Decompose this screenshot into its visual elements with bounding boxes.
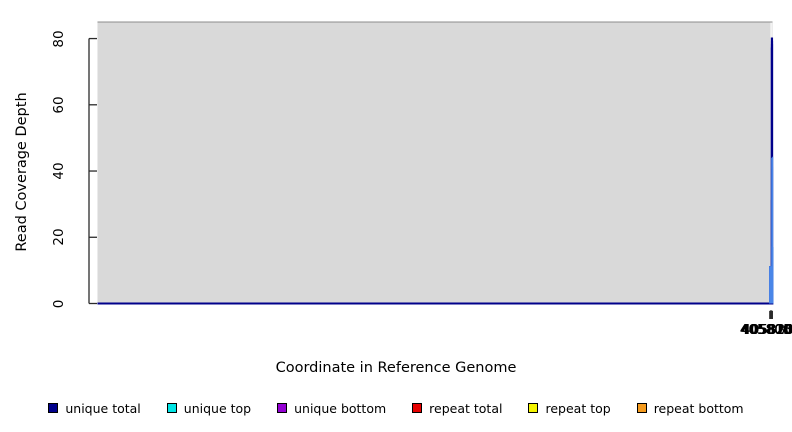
legend-item: unique top	[166, 400, 252, 416]
x-tick-label: 4058000	[739, 322, 792, 338]
y-tick-label: 60	[51, 96, 67, 114]
legend-label: unique total	[65, 400, 141, 416]
legend-item: unique total	[48, 400, 141, 416]
x-tick-label: 4058150	[741, 322, 792, 338]
x-tick-label: 4058200	[741, 322, 792, 338]
legend-label: repeat bottom	[653, 400, 744, 416]
legend-swatch-icon	[277, 403, 288, 413]
legend-swatch-icon	[528, 403, 539, 413]
x-tick-label: 4058100	[740, 322, 792, 338]
y-axis-title: Read Coverage Depth	[14, 92, 30, 252]
legend-item: unique bottom	[277, 401, 386, 416]
legend-item: repeat bottom	[636, 400, 744, 416]
legend-label: repeat total	[429, 400, 503, 416]
y-tick-label: 20	[51, 228, 67, 246]
legend-label: unique bottom	[294, 400, 387, 416]
legend-item: repeat total	[412, 401, 502, 416]
chart-legend: unique total unique top unique bottom repea…	[0, 398, 792, 418]
y-tick-label: 80	[51, 29, 67, 48]
legend-swatch-icon	[166, 403, 177, 413]
shaded-region	[97, 22, 771, 304]
legend-label: unique top	[183, 400, 252, 416]
x-tick-label: 4058050	[740, 322, 792, 338]
legend-swatch-icon	[412, 403, 423, 413]
legend-swatch-icon	[636, 403, 647, 413]
legend-label: repeat top	[545, 400, 611, 416]
y-tick-label: 0	[51, 299, 67, 308]
x-tick-label: 4058250	[741, 322, 792, 338]
legend-swatch-icon	[48, 403, 59, 413]
x-axis-title: Coordinate in Reference Genome	[275, 360, 517, 376]
y-tick-label: 40	[51, 162, 67, 180]
legend-item: repeat top	[528, 400, 611, 416]
